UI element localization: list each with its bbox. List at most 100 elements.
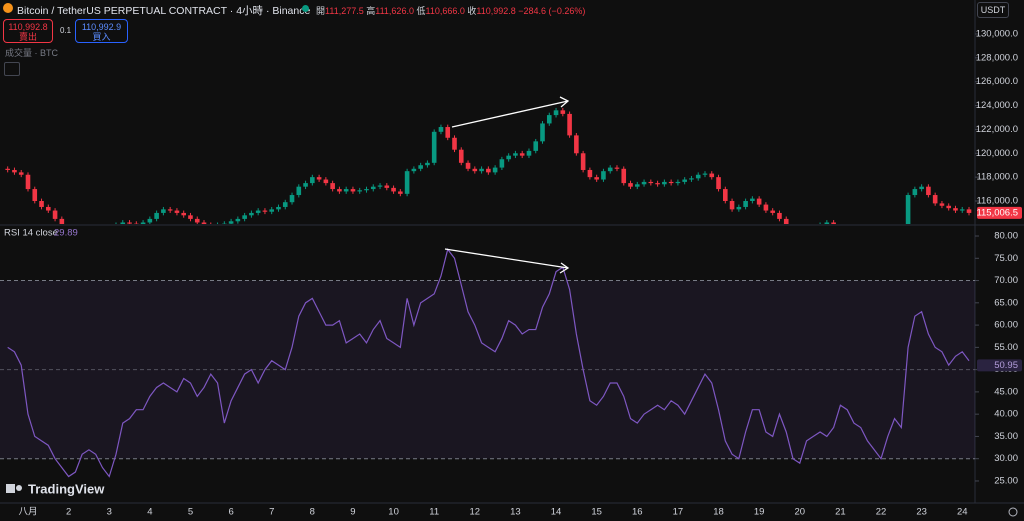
candle-body <box>316 177 322 180</box>
candle-body <box>777 212 782 219</box>
y-tick-label: 55.00 <box>994 342 1018 353</box>
candle-body <box>729 201 735 210</box>
candle-body <box>885 239 890 243</box>
candle-body <box>574 135 579 154</box>
collapse-button[interactable] <box>4 62 20 76</box>
x-tick-label: 7 <box>269 507 274 518</box>
currency[interactable]: USDT <box>977 2 1009 18</box>
candle-body <box>838 227 843 229</box>
candle-body <box>804 233 809 237</box>
candle-body <box>879 243 884 244</box>
sell-button[interactable]: 110,992.8 賣出 <box>3 19 53 43</box>
candle-body <box>59 218 65 224</box>
buy-button[interactable]: 110,992.9 買入 <box>75 19 128 43</box>
current-label: 50.95 <box>994 360 1018 371</box>
change: −284.6 (−0.26%) <box>518 6 586 16</box>
candle-body <box>797 237 802 239</box>
candle-body <box>465 162 471 169</box>
candle-body <box>533 141 539 151</box>
candle-body <box>330 183 335 190</box>
candle-body <box>276 206 281 210</box>
candle-body <box>181 212 187 216</box>
candle-body <box>587 169 593 178</box>
candle-body <box>282 202 288 207</box>
x-tick-label: 4 <box>147 507 152 518</box>
y-tick-label: 128,000.0 <box>976 52 1018 63</box>
y-tick-label: 124,000.0 <box>976 100 1018 111</box>
x-tick-label: 18 <box>713 507 724 518</box>
candle-body <box>709 173 715 178</box>
candle-body <box>763 204 769 211</box>
candle-body <box>87 237 92 239</box>
settings-icon[interactable] <box>1008 507 1018 517</box>
candle-body <box>377 185 383 187</box>
x-tick-label: 3 <box>107 507 112 518</box>
candle-body <box>303 183 308 187</box>
candle-body <box>614 167 620 169</box>
candle-body <box>445 127 451 138</box>
x-tick-label: 八月 <box>18 507 37 518</box>
candle-body <box>174 210 180 213</box>
rsi-value: 29.89 <box>54 228 78 239</box>
x-tick-label: 21 <box>835 507 846 518</box>
candle-body <box>892 237 897 239</box>
candle-body <box>668 181 674 184</box>
candle-body <box>743 201 748 207</box>
candle-body <box>418 165 423 169</box>
x-tick-label: 9 <box>350 507 355 518</box>
candle-body <box>384 185 390 188</box>
candle-body <box>905 195 911 224</box>
candle-body <box>370 186 376 190</box>
sell-price: 110,992.8 <box>8 22 48 32</box>
candle-body <box>492 167 498 173</box>
candle-body <box>5 168 10 170</box>
candle-body <box>12 169 17 173</box>
candle-body <box>46 206 51 211</box>
candle-body <box>458 149 464 163</box>
volume-label: 成交量 · BTC <box>5 48 58 58</box>
candle-body <box>289 195 295 203</box>
candle-body <box>452 137 457 150</box>
candle-body <box>154 212 159 219</box>
candle-body <box>18 172 24 175</box>
y-tick-label: 116,000.0 <box>976 196 1018 207</box>
candle-body <box>167 209 173 211</box>
y-tick-label: 35.00 <box>994 431 1018 442</box>
candle-body <box>161 209 166 213</box>
candle-body <box>343 189 349 192</box>
x-tick-label: 10 <box>388 507 399 518</box>
candle-body <box>580 153 586 170</box>
candle-body <box>120 222 126 224</box>
candle-body <box>601 171 606 180</box>
rsi-title: RSI 14 close <box>4 228 58 239</box>
candle-body <box>932 195 938 204</box>
candle-body <box>939 203 945 206</box>
candle-body <box>818 225 823 231</box>
current-marker <box>977 206 1022 219</box>
candle-body <box>702 173 708 175</box>
candle-body <box>526 150 532 156</box>
candle-body <box>682 179 687 182</box>
candle-body <box>770 210 775 213</box>
x-tick-label: 23 <box>916 507 927 518</box>
candle-body <box>959 209 965 211</box>
candle-body <box>655 183 660 185</box>
candle-body <box>513 153 518 156</box>
candle-body <box>506 155 511 160</box>
y-tick-label: 120,000.0 <box>976 148 1018 159</box>
sell-label: 賣出 <box>18 32 37 42</box>
candle-body <box>858 237 863 239</box>
trend-drawing <box>444 96 570 274</box>
candle-body <box>811 231 816 233</box>
y-tick-label: 126,000.0 <box>976 76 1018 87</box>
candle-body <box>621 168 627 184</box>
x-tick-label: 16 <box>632 507 643 518</box>
rsi-line <box>7 248 970 478</box>
candle-body <box>228 221 234 224</box>
candle-body <box>93 238 98 239</box>
symbol: Bitcoin / TetherUS PERPETUAL CONTRACT · … <box>17 5 311 17</box>
candle-body <box>472 168 478 172</box>
buy-price: 110,992.9 <box>81 22 122 32</box>
candle-body <box>425 162 430 166</box>
